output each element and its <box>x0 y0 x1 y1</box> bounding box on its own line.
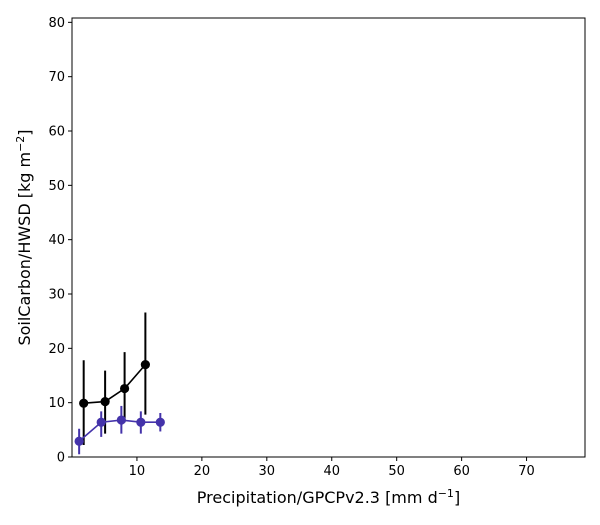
data-point <box>100 396 110 407</box>
series-line <box>83 364 146 405</box>
x-axis: 10 20 30 40 50 60 70 <box>129 457 535 479</box>
y-tick-label: 0 <box>57 451 65 466</box>
y-axis-label-main: SoilCarbon/HWSD [kg m <box>15 152 34 346</box>
data-point <box>140 360 150 370</box>
y-axis-label-suffix: ] <box>15 129 34 135</box>
series-layer <box>74 312 165 455</box>
data-point <box>74 436 84 446</box>
x-tick-label: 70 <box>518 464 535 479</box>
y-tick-label: 50 <box>48 179 65 194</box>
x-axis-label-suffix: ] <box>454 488 460 507</box>
y-axis-label-sup: −2 <box>14 136 27 152</box>
y-axis-label: SoilCarbon/HWSD [kg m−2] <box>14 129 34 345</box>
data-point <box>119 383 130 394</box>
x-tick-label: 50 <box>388 464 405 479</box>
y-tick-label: 80 <box>48 16 65 31</box>
x-tick-label: 10 <box>129 464 146 479</box>
plot-area <box>71 17 586 458</box>
x-tick-label: 30 <box>259 464 276 479</box>
series-2 <box>74 405 165 455</box>
y-tick-label: 60 <box>48 125 65 140</box>
x-axis-label-main: Precipitation/GPCPv2.3 [mm d <box>197 488 438 507</box>
series-1 <box>79 312 150 446</box>
x-axis-label-sup: −1 <box>438 487 454 500</box>
y-tick-label: 40 <box>48 233 65 248</box>
y-axis: 0 10 20 30 40 50 60 70 80 <box>48 16 72 466</box>
x-tick-label: 20 <box>194 464 211 479</box>
y-tick-label: 10 <box>48 396 65 411</box>
y-tick-label: 70 <box>48 70 65 85</box>
data-point <box>155 417 165 427</box>
data-point <box>79 398 89 408</box>
x-axis-label: Precipitation/GPCPv2.3 [mm d−1] <box>197 487 460 507</box>
y-tick-label: 30 <box>48 288 65 303</box>
x-tick-label: 60 <box>453 464 470 479</box>
data-point <box>116 415 126 425</box>
data-point <box>136 417 146 427</box>
data-point <box>96 417 106 427</box>
y-tick-label: 20 <box>48 342 65 357</box>
x-tick-label: 40 <box>323 464 340 479</box>
